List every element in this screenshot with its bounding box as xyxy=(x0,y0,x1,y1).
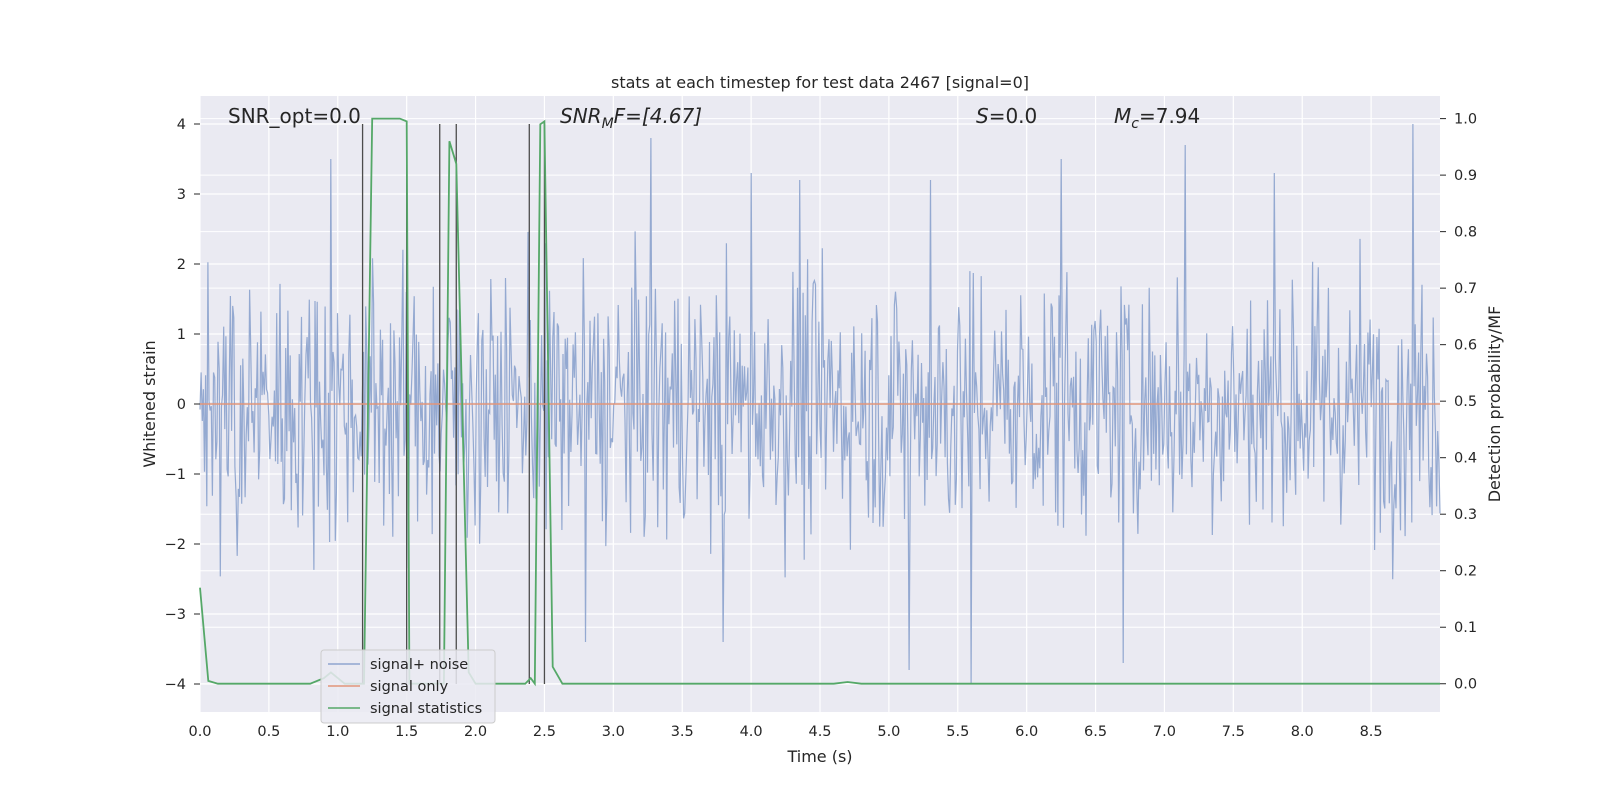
right-tick-label: 0.4 xyxy=(1454,451,1477,467)
legend-box xyxy=(320,649,496,724)
right-tick-label: 0.1 xyxy=(1454,620,1477,636)
x-tick-label: 0.0 xyxy=(188,724,211,740)
x-tick-label: 4.0 xyxy=(740,724,763,740)
x-tick-label: 0.5 xyxy=(257,724,280,740)
right-axis-ticks: 1.0 0.9 0.8 0.7 0.6 0.5 0.4 0.3 0.2 0.1 0.0 xyxy=(1440,112,1477,693)
left-tick-label: 2 xyxy=(177,257,186,273)
left-axis-ticks: 4 3 2 1 0 −1 −2 −3 −4 xyxy=(165,117,200,693)
x-tick-label: 8.0 xyxy=(1291,724,1314,740)
left-tick-label: −1 xyxy=(165,467,186,483)
left-tick-label: 1 xyxy=(177,327,186,343)
x-axis-ticks: 0.0 0.5 1.0 1.5 2.0 2.5 3.0 3.5 4.0 4.5 5.0 5.5 6.0 6… xyxy=(188,724,1382,740)
legend: signal+ noise signal only signal statist… xyxy=(320,649,496,724)
x-tick-label: 4.5 xyxy=(808,724,831,740)
x-tick-label: 1.0 xyxy=(326,724,349,740)
right-tick-label: 1.0 xyxy=(1454,112,1477,128)
x-tick-label: 5.0 xyxy=(877,724,900,740)
x-tick-label: 7.0 xyxy=(1153,724,1176,740)
left-tick-label: −3 xyxy=(165,607,186,623)
x-tick-label: 3.5 xyxy=(671,724,694,740)
left-tick-label: 3 xyxy=(177,187,186,203)
legend-label-signal-only: signal only xyxy=(370,679,449,695)
x-tick-label: 2.5 xyxy=(533,724,556,740)
chart-title: stats at each timestep for test data 246… xyxy=(611,73,1029,92)
right-tick-label: 0.3 xyxy=(1454,507,1477,523)
x-tick-label: 2.0 xyxy=(464,724,487,740)
x-tick-label: 3.0 xyxy=(602,724,625,740)
left-axis-title: Whitened strain xyxy=(140,340,159,467)
legend-label-signal-noise: signal+ noise xyxy=(370,657,468,673)
annotation-snr-opt: SNR_opt=0.0 xyxy=(228,104,361,128)
x-axis-title: Time (s) xyxy=(786,747,852,766)
annotation-s: S=0.0 xyxy=(976,104,1037,128)
left-tick-label: −4 xyxy=(165,677,186,693)
right-tick-label: 0.9 xyxy=(1454,168,1477,184)
left-tick-label: 0 xyxy=(177,397,186,413)
right-tick-label: 0.5 xyxy=(1454,394,1477,410)
x-tick-label: 6.5 xyxy=(1084,724,1107,740)
x-tick-label: 1.5 xyxy=(395,724,418,740)
x-tick-label: 6.0 xyxy=(1015,724,1038,740)
legend-label-signal-statistics: signal statistics xyxy=(370,701,482,717)
left-tick-label: 4 xyxy=(177,117,186,133)
right-tick-label: 0.7 xyxy=(1454,281,1477,297)
annotation-mc: Mc=7.94 xyxy=(1114,104,1200,132)
right-tick-label: 0.8 xyxy=(1454,225,1477,241)
right-tick-label: 0.6 xyxy=(1454,338,1477,354)
right-tick-label: 0.0 xyxy=(1454,677,1477,693)
left-tick-label: −2 xyxy=(165,537,186,553)
right-tick-label: 0.2 xyxy=(1454,564,1477,580)
annotation-snr-mf: SNRMF=[4.67] xyxy=(560,104,702,132)
x-tick-label: 8.5 xyxy=(1360,724,1383,740)
x-tick-label: 7.5 xyxy=(1222,724,1245,740)
right-axis-title: Detection probability/MF xyxy=(1485,306,1504,503)
x-tick-label: 5.5 xyxy=(946,724,969,740)
